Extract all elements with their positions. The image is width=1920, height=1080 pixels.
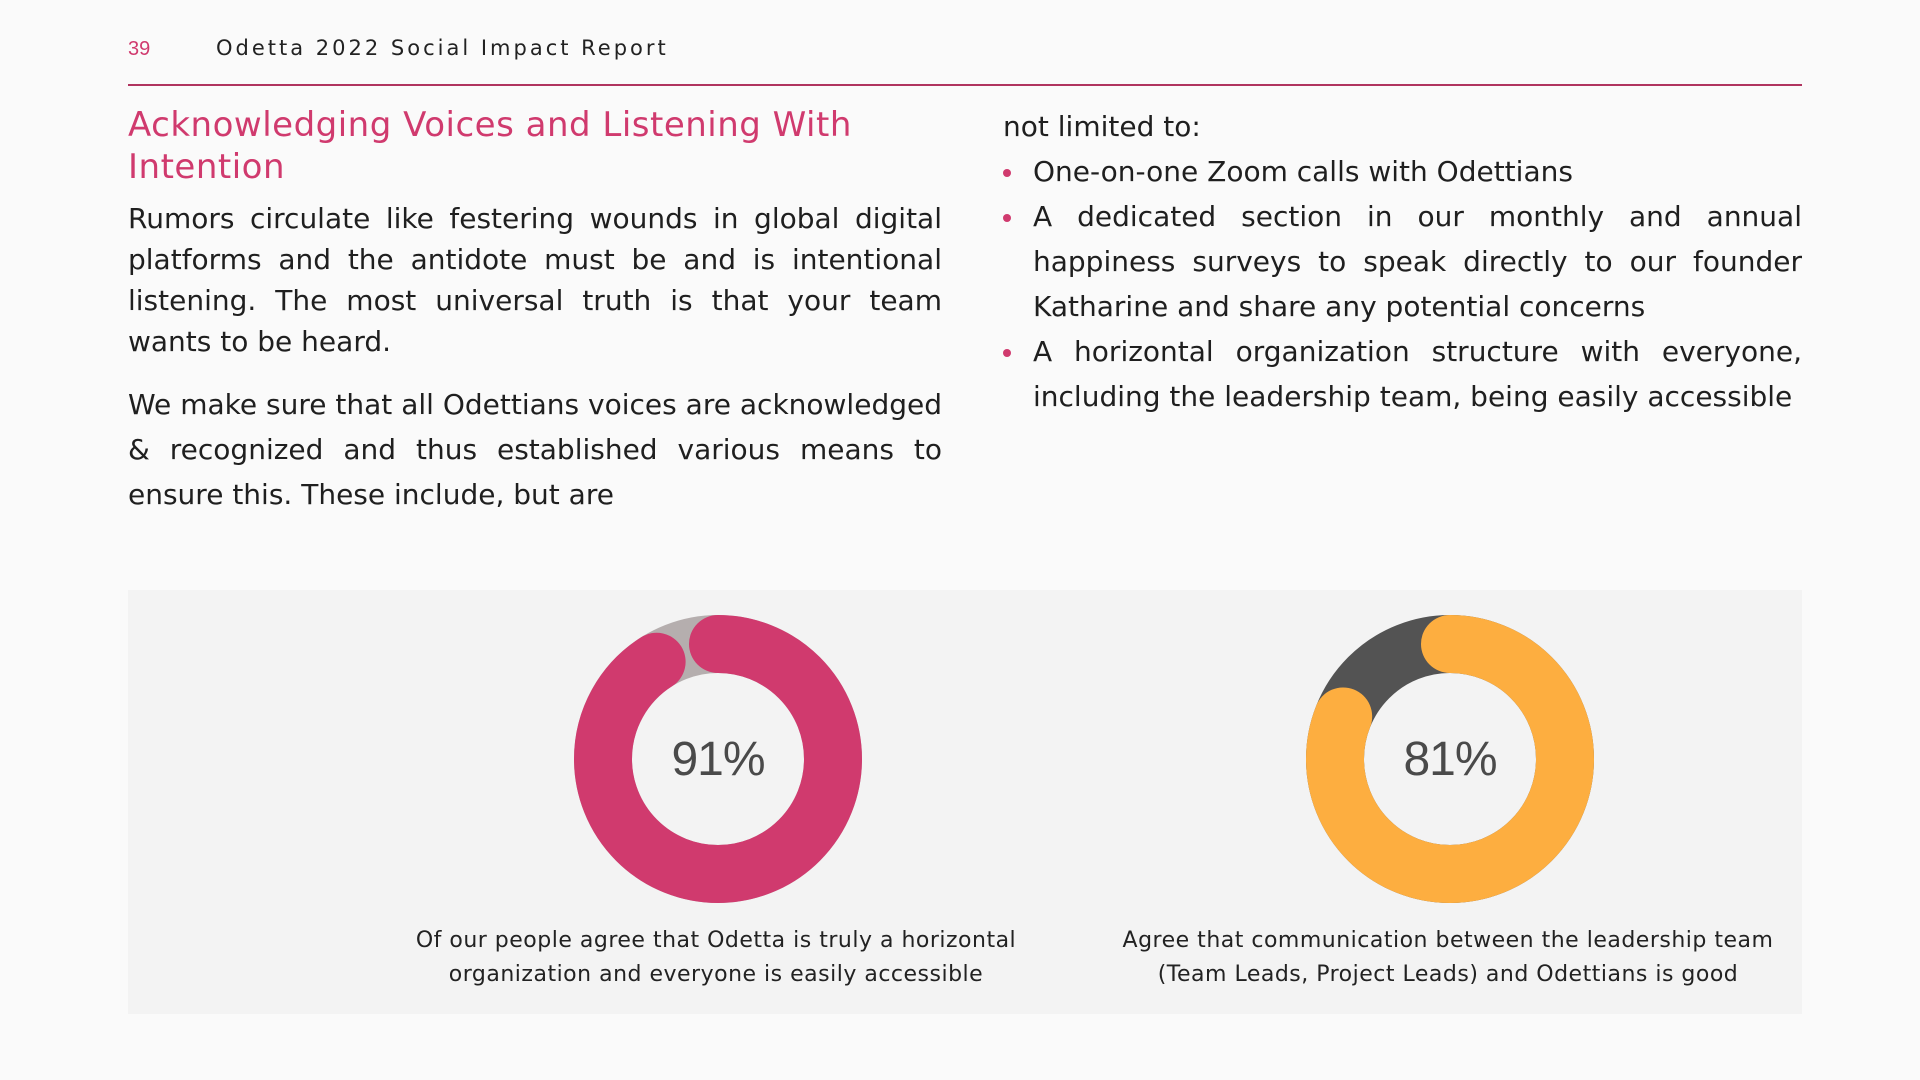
list-item: One-on-one Zoom calls with Odettians <box>1003 149 1802 194</box>
left-column: Acknowledging Voices and Listening With … <box>128 104 942 517</box>
bullet-dot-icon <box>1003 349 1011 357</box>
stat-caption: Agree that communication between the lea… <box>1122 928 1774 987</box>
stat-value: 91% <box>671 732 765 786</box>
donut-chart-communication <box>1306 615 1594 903</box>
stat-card-communication: 81% Agree that communication between the… <box>1088 590 1808 1014</box>
donut-value-arc <box>574 615 862 903</box>
page-header: 39 Odetta 2022 Social Impact Report <box>128 34 1802 86</box>
page-number: 39 <box>128 38 151 60</box>
stats-panel: 91% Of our people agree that Odetta is t… <box>128 590 1802 1014</box>
section-title: Acknowledging Voices and Listening With … <box>128 105 852 187</box>
list-item: A horizontal organization structure with… <box>1003 329 1802 419</box>
list-item-text: A horizontal organization structure with… <box>1033 335 1802 413</box>
continued-text: not limited to: <box>1003 110 1201 143</box>
intro-paragraph: Rumors circulate like festering wounds i… <box>128 202 942 358</box>
list-item-text: A dedicated section in our monthly and a… <box>1033 200 1802 323</box>
report-title: Odetta 2022 Social Impact Report <box>216 36 669 60</box>
means-list: One-on-one Zoom calls with Odettians A d… <box>1003 149 1802 419</box>
bullet-dot-icon <box>1003 169 1011 177</box>
donut-value-arc <box>1306 615 1594 903</box>
means-paragraph: We make sure that all Odettians voices a… <box>128 388 942 511</box>
list-item-text: One-on-one Zoom calls with Odettians <box>1033 155 1573 188</box>
donut-chart-horizontal <box>574 615 862 903</box>
bullet-dot-icon <box>1003 214 1011 222</box>
stat-card-horizontal: 91% Of our people agree that Odetta is t… <box>356 590 1076 1014</box>
right-column: not limited to: One-on-one Zoom calls wi… <box>1003 104 1802 419</box>
stat-caption: Of our people agree that Odetta is truly… <box>415 928 1017 987</box>
list-item: A dedicated section in our monthly and a… <box>1003 194 1802 329</box>
stat-value: 81% <box>1403 732 1497 786</box>
